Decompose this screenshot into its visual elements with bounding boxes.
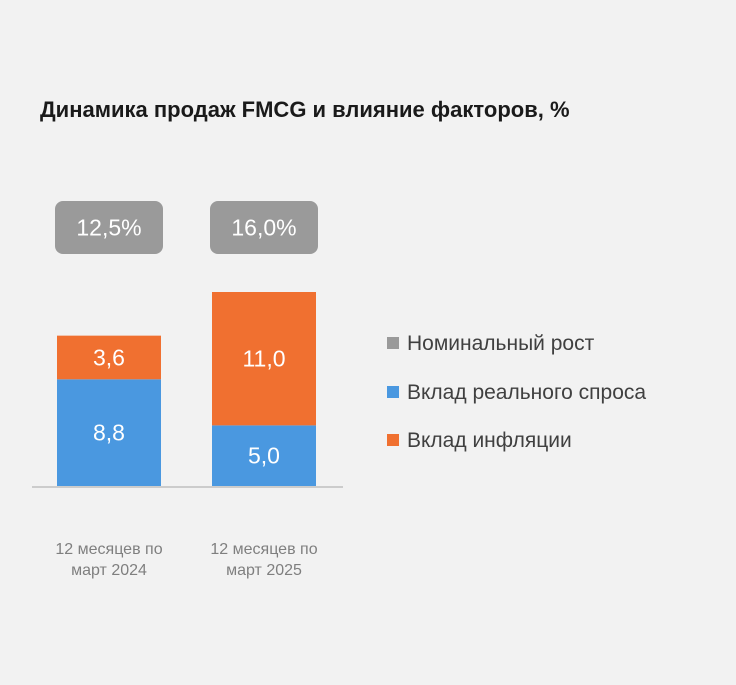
legend-label: Вклад инфляции [407, 429, 572, 452]
totals-group: 12,5% 16,0% [55, 201, 318, 254]
total-badge-1 [55, 201, 163, 254]
bar-segment-real-demand-1 [57, 379, 161, 486]
legend-label: Вклад реального спроса [407, 381, 646, 404]
bar-segment-inflation-2 [212, 292, 316, 426]
chart-title: Динамика продаж FMCG и влияние факторов,… [40, 97, 570, 122]
bar-value-label: 11,0 [242, 346, 285, 372]
legend-swatch [387, 337, 399, 349]
category-label: март 2025 [226, 562, 302, 579]
total-value-label: 16,0% [231, 215, 296, 241]
bar-segment-real-demand-2 [212, 425, 316, 486]
category-label: март 2024 [71, 562, 147, 579]
category-label: 12 месяцев по [210, 541, 317, 558]
legend-swatch [387, 434, 399, 446]
category-label: 12 месяцев по [55, 541, 162, 558]
bar-value-label: 3,6 [93, 344, 125, 370]
legend-swatch [387, 386, 399, 398]
total-value-label: 12,5% [76, 215, 141, 241]
bars-group: 8,8 3,6 5,0 11,0 [57, 292, 316, 486]
legend-label: Номинальный рост [407, 332, 595, 355]
category-labels-group: 12 месяцев по март 2024 12 месяцев по март … [55, 541, 317, 579]
bar-value-label: 5,0 [248, 443, 280, 469]
total-badge-2 [210, 201, 318, 254]
legend: Номинальный рост Вклад реального спроса Вк… [387, 332, 646, 452]
bar-value-label: 8,8 [93, 420, 125, 446]
bar-segment-inflation-1 [57, 335, 161, 380]
